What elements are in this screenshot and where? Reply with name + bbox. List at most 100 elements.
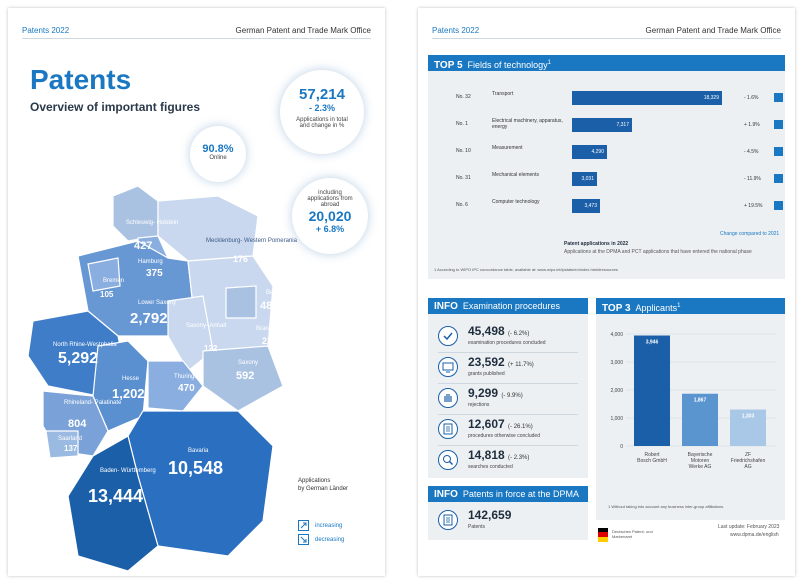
examination-panel: INFO Examination procedures 45,498 (- 6.2… [428,298,588,478]
abroad-bubble: including applications from abroad 20,02… [292,178,368,254]
online-bubble: 90.8% Online [190,126,246,182]
map-region-thuringia [147,360,204,412]
trend-arrow-icon [774,120,783,129]
monitor-icon [438,357,458,377]
top5-row: No. 1 Electrical machinery, apparatus, en… [444,118,789,132]
total-applications-bubble: 57,214 - 2.3% Applications in total and … [280,70,364,154]
top5-field-name: Mechanical elements [492,172,539,178]
stat-other-change: (- 26.1%) [508,424,533,430]
region-value-baden-wuerttemberg: 13,444 [88,486,144,506]
top5-badge: TOP 5 [434,60,463,71]
online-caption: Online [209,155,227,161]
applicant-bar-label: 1,303 [742,414,755,420]
top5-row: No. 6 Computer technology 3,473 + 19.5% [444,199,789,213]
header-report-title: Patents 2022 [432,26,480,35]
top5-footnote: 1 According to WIPO IPC concordance tabl… [434,267,618,272]
abroad-caption-2: applications from [307,196,353,202]
region-name-saxony: Saxony [238,360,259,366]
trend-arrow-icon [774,201,783,210]
applicant-bar [634,335,670,446]
top5-change: + 1.9% [744,122,760,128]
top3-badge: TOP 3 [602,303,631,314]
top5-change: + 19.5% [744,203,763,209]
top5-row: No. 32 Transport 18,329 - 1.6% [444,91,789,105]
dpma-logo [598,528,608,542]
top5-rank: No. 6 [456,202,468,208]
page-title: Patents [30,64,132,95]
applicant-name: Motoren [691,458,710,464]
top5-header: TOP 5 Fields of technology1 [428,55,785,71]
stat-other-procedures: 12,607 (- 26.1%) procedures otherwise co… [438,417,578,446]
stat-searches: 14,818 (- 2.3%) searches conducted [438,448,578,476]
map-region-saxony [202,345,284,412]
y-tick-label: 3,000 [610,360,623,366]
patents-in-force-badge: INFO [434,489,458,500]
applicant-name: Bayerische [688,452,713,458]
region-value-bremen: 105 [100,290,114,299]
stat-grants: 23,592 (+ 11.7%) grants published [438,355,578,384]
region-value-bavaria: 10,548 [168,458,224,478]
region-name-bremen: Bremen [103,278,125,284]
legend-title-1: Applications [298,478,331,484]
region-value-hamburg: 375 [146,268,163,279]
top5-bar-label: 4,290 [591,149,604,155]
patents-in-force-caption: Patents [468,524,485,530]
document-icon [438,510,458,530]
map-region-bremen [87,257,121,292]
region-value-brandenburg: 228 [262,336,278,346]
region-name-hesse: Hesse [122,376,140,382]
arrow-down-right-icon [298,534,309,545]
map-region-schleswig-holstein [112,185,159,242]
arrow-up-right-icon [298,520,309,531]
region-name-berlin: Berlin [266,290,282,296]
legend-decreasing-label: decreasing [315,537,345,544]
top3-footnote: 1 Without taking into account any busine… [608,504,725,509]
top5-rank: No. 10 [456,148,471,154]
trend-arrow-icon [774,147,783,156]
top5-bar: 4,290 [572,145,607,159]
region-name-mecklenburg: Mecklenburg- Western Pomerania [206,238,297,244]
top5-footnote-mark: 1 [547,60,551,66]
top5-bar: 3,031 [572,172,597,186]
applicant-bar [730,409,766,446]
examination-badge: INFO [434,301,458,312]
region-value-berlin: 480 [260,300,279,312]
top5-bar-label: 3,031 [581,176,594,182]
trend-arrow-icon [774,174,783,183]
top5-field-name: Electrical machinery, apparatus, energy [492,118,563,130]
stat-searches-value: 14,818 [468,448,505,462]
top5-change: - 4.5% [744,149,759,155]
patents-in-force-header: INFO Patents in force at the DPMA [428,486,588,502]
map-region-saxony-anhalt [167,295,214,372]
abroad-caption-3: abroad [320,202,340,208]
top5-row: No. 10 Measurement 4,290 - 4.5% [444,145,789,159]
stat-patents-in-force: 142,659 Patents [438,508,578,536]
region-value-saxony-anhalt: 122 [204,344,218,353]
stat-grants-caption: grants published [468,371,505,377]
region-name-lower-saxony: Lower Saxony [138,300,177,306]
stat-rejections-caption: rejections [468,402,490,408]
top5-caption-title: Patent applications in 2022 [564,241,629,247]
top3-panel: TOP 3 Applicants1 4,000 3,000 2,000 1,000 0 3,… [596,298,785,520]
region-value-mecklenburg: 176 [233,254,249,264]
top5-rank: No. 31 [456,175,471,181]
region-value-hesse: 1,202 [112,386,145,401]
stat-rejections-value: 9,299 [468,386,499,400]
y-tick-label: 1,000 [610,416,623,422]
page-subtitle: Overview of important figures [30,100,201,114]
y-tick-label: 4,000 [610,332,623,338]
region-value-thuringia: 470 [178,383,195,394]
region-name-nrw: North Rhine-Westphalia [53,342,117,348]
top5-panel: TOP 5 Fields of technology1 No. 32 Transpo… [428,55,785,279]
region-name-baden-wuerttemberg: Baden- Württemberg [100,468,156,474]
applicant-name: ZF [745,452,751,458]
top5-bar: 7,317 [572,118,632,132]
online-value: 90.8% [202,143,234,155]
top5-change: - 11.9% [744,176,761,182]
abroad-caption-1: including [318,190,342,196]
region-value-saarland: 137 [64,444,78,453]
region-name-bavaria: Bavaria [188,448,209,454]
germany-map [27,185,284,572]
legend-increasing-label: increasing [315,523,343,530]
